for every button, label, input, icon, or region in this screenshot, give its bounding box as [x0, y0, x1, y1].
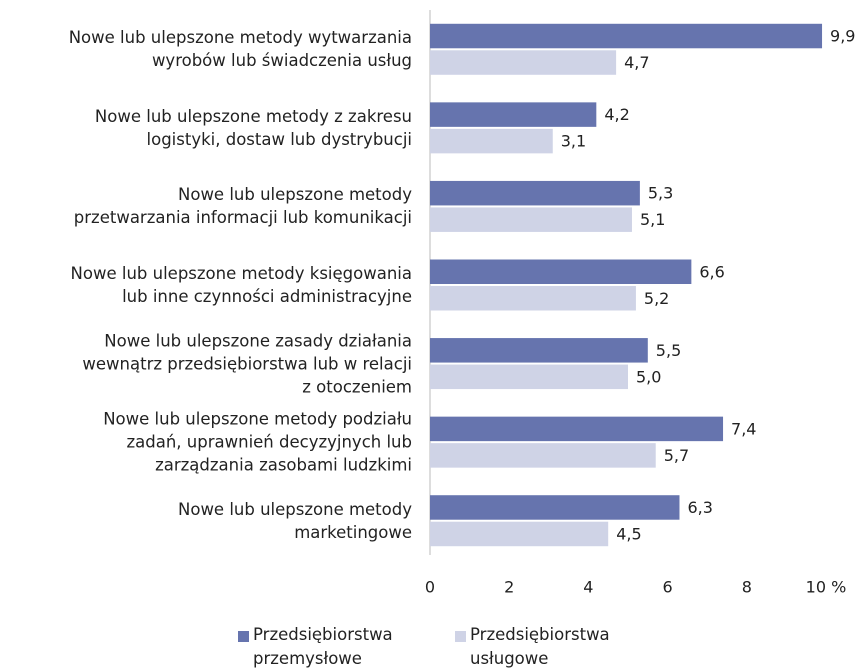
category-label: Nowe lub ulepszone metody wytwarzania wy…: [68, 28, 412, 71]
value-label: 5,1: [640, 210, 665, 229]
legend-label: Przedsiębiorstwa usługowe: [470, 625, 610, 668]
x-tick-label: 6: [663, 578, 673, 597]
legend-swatch: [238, 631, 249, 642]
bar: [430, 416, 724, 442]
bar: [430, 286, 636, 311]
bar: [430, 364, 628, 390]
value-label: 5,5: [656, 341, 681, 360]
category-label: Nowe lub ulepszone metody księgowania lu…: [70, 264, 412, 306]
bar: [430, 180, 640, 206]
bar: [430, 338, 648, 363]
value-label: 5,2: [644, 289, 669, 308]
bar: [430, 207, 632, 232]
legend-label: Przedsiębiorstwa przemysłowe: [253, 625, 393, 668]
value-label: 6,6: [699, 262, 724, 281]
value-label: 5,3: [648, 184, 673, 203]
value-label: 5,7: [664, 446, 689, 465]
bar: [430, 521, 609, 547]
value-label: 9,9: [830, 27, 855, 46]
value-label: 6,3: [687, 498, 712, 517]
bar: [430, 128, 553, 154]
x-tick-label: 2: [504, 578, 514, 597]
legend-swatch: [455, 631, 466, 642]
x-tick-label: 0: [425, 578, 435, 597]
bar: [430, 259, 692, 284]
value-label: 4,5: [616, 524, 641, 543]
bar: [430, 23, 823, 49]
category-label: Nowe lub ulepszone metody marketingowe: [178, 499, 412, 542]
value-label: 3,1: [561, 132, 586, 151]
bar: [430, 50, 617, 75]
category-label: Nowe lub ulepszone zasady działania wewn…: [82, 331, 412, 397]
x-tick-label: 10 %: [806, 578, 847, 597]
value-label: 4,7: [624, 53, 649, 72]
category-label: Nowe lub ulepszone metody przetwarzania …: [73, 185, 412, 228]
x-tick-label: 8: [742, 578, 752, 597]
category-label: Nowe lub ulepszone metody z zakresu logi…: [94, 106, 412, 149]
x-tick-label: 4: [583, 578, 593, 597]
category-label: Nowe lub ulepszone metody podziału zadań…: [103, 409, 412, 475]
value-label: 5,0: [636, 367, 661, 386]
bar: [430, 495, 680, 520]
bar: [430, 443, 656, 468]
value-label: 4,2: [604, 105, 629, 124]
bar: [430, 102, 597, 127]
value-label: 7,4: [731, 419, 756, 438]
